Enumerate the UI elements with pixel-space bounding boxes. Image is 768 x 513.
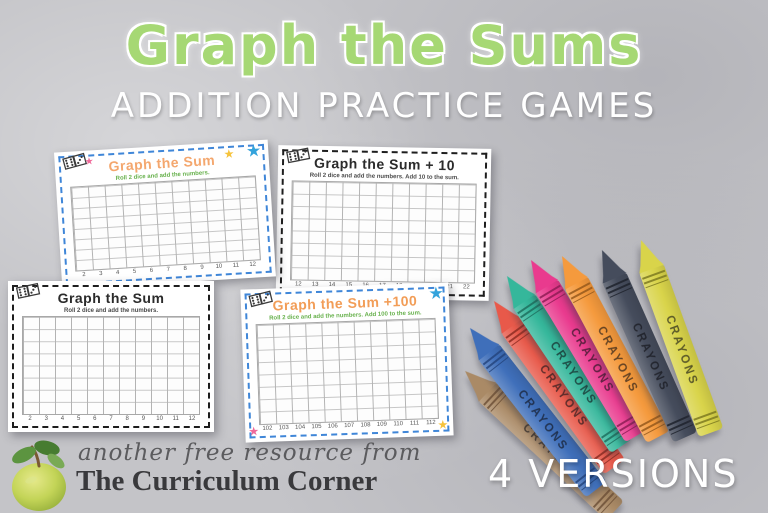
branding: another free resource from The Curriculu… <box>0 432 470 513</box>
axis-number: 4 <box>60 416 65 422</box>
page-subtitle: ADDITION PRACTICE GAMES <box>110 86 658 126</box>
worksheet-title: Graph the Sum <box>57 290 165 306</box>
axis-number: 12 <box>188 416 196 422</box>
axis-number: 3 <box>44 416 48 422</box>
apple-logo <box>12 440 66 511</box>
worksheet-page: Graph the Sum Roll 2 dice and add the nu… <box>12 285 210 428</box>
axis-number: 11 <box>172 416 179 422</box>
axis-number: 5 <box>76 416 81 422</box>
worksheet-graph-the-sum-bw: Graph the Sum Roll 2 dice and add the nu… <box>8 281 214 432</box>
worksheet-header: Graph the Sum <box>19 290 203 308</box>
worksheet-axis-numbers: 2 3 4 5 6 7 8 9 10 11 12 <box>22 416 200 423</box>
worksheet-grid <box>22 316 200 415</box>
versions-label: 4 VERSIONS <box>488 452 739 496</box>
axis-number: 6 <box>93 416 97 422</box>
branding-tagline: another free resource from <box>78 440 422 466</box>
axis-number: 2 <box>28 416 32 422</box>
axis-number: 9 <box>141 416 146 422</box>
axis-number: 7 <box>109 416 113 422</box>
axis-number: 8 <box>125 416 129 422</box>
page-title: Graph the Sums <box>125 14 643 77</box>
worksheet-instructions: Roll 2 dice and add the numbers. <box>63 308 159 314</box>
axis-number: 10 <box>156 416 163 422</box>
branding-name: The Curriculum Corner <box>76 465 378 497</box>
